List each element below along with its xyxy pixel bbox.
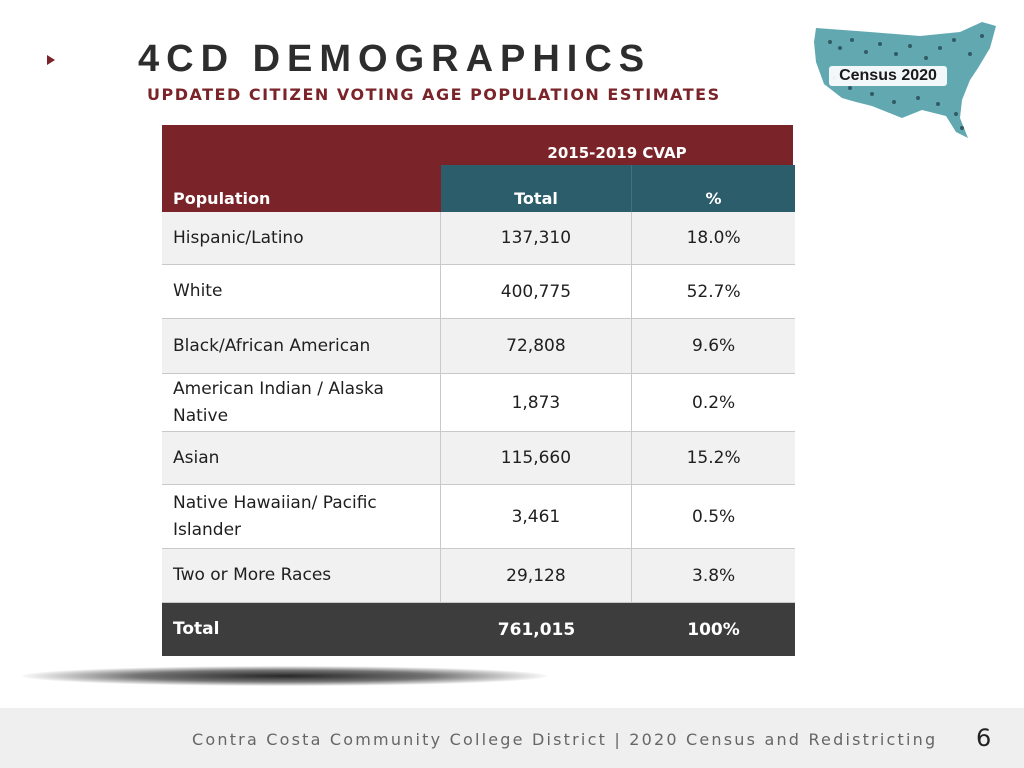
table-row: White 400,775 52.7% bbox=[162, 265, 795, 319]
total-cell: 3,461 bbox=[441, 485, 633, 548]
percent-cell: 3.8% bbox=[692, 565, 736, 586]
population-cell: American Indian / Alaska Native bbox=[162, 374, 441, 431]
total-cell: 29,128 bbox=[441, 549, 633, 602]
table-row: Native Hawaiian/ Pacific Islander 3,461 … bbox=[162, 485, 795, 549]
page-number: 6 bbox=[976, 724, 992, 752]
population-cell: White bbox=[162, 265, 441, 318]
total-cell: 1,873 bbox=[441, 374, 633, 431]
total-percent-cell: 100% bbox=[687, 619, 740, 640]
population-cell: Black/African American bbox=[162, 319, 441, 373]
total-row: Total 761,015 100% bbox=[162, 603, 795, 656]
total-cell: 115,660 bbox=[441, 432, 633, 484]
population-cell: Hispanic/Latino bbox=[162, 212, 441, 264]
total-cell: 400,775 bbox=[441, 265, 633, 318]
table-row: Hispanic/Latino 137,310 18.0% bbox=[162, 212, 795, 265]
column-header-total: Total bbox=[441, 165, 632, 212]
column-header-population: Population bbox=[162, 165, 441, 212]
percent-cell: 0.2% bbox=[692, 392, 736, 413]
column-header-percent: % bbox=[632, 165, 795, 212]
total-value-cell: 761,015 bbox=[497, 619, 576, 640]
footer-bar: Contra Costa Community College District … bbox=[0, 708, 1024, 768]
decorative-shadow bbox=[22, 666, 547, 686]
population-cell: Native Hawaiian/ Pacific Islander bbox=[162, 485, 441, 548]
table-group-header-row: 2015-2019 CVAP bbox=[162, 125, 793, 165]
group-header-cvap: 2015-2019 CVAP bbox=[547, 144, 687, 162]
total-label-cell: Total bbox=[173, 619, 220, 639]
footer-text: Contra Costa Community College District … bbox=[192, 730, 938, 749]
percent-cell: 9.6% bbox=[692, 336, 736, 356]
bullet-triangle-icon bbox=[47, 55, 55, 65]
census-2020-label: Census 2020 bbox=[829, 66, 947, 86]
table-row: Asian 115,660 15.2% bbox=[162, 432, 795, 485]
percent-cell: 18.0% bbox=[686, 228, 741, 248]
total-cell: 72,808 bbox=[441, 319, 633, 373]
slide-title: 4CD DEMOGRAPHICS bbox=[138, 38, 652, 80]
table-header-row: Population Total % bbox=[162, 165, 795, 212]
table-row: American Indian / Alaska Native 1,873 0.… bbox=[162, 374, 795, 432]
slide-subtitle: UPDATED CITIZEN VOTING AGE POPULATION ES… bbox=[147, 85, 721, 104]
table-row: Black/African American 72,808 9.6% bbox=[162, 319, 795, 374]
population-cell: Asian bbox=[162, 432, 441, 484]
percent-cell: 0.5% bbox=[692, 506, 736, 527]
percent-cell: 15.2% bbox=[686, 448, 741, 468]
total-cell: 137,310 bbox=[441, 212, 633, 264]
table-row: Two or More Races 29,128 3.8% bbox=[162, 549, 795, 603]
demographics-table: 2015-2019 CVAP Population Total % Hispan… bbox=[162, 125, 795, 656]
percent-cell: 52.7% bbox=[686, 281, 741, 302]
population-cell: Two or More Races bbox=[162, 549, 441, 602]
